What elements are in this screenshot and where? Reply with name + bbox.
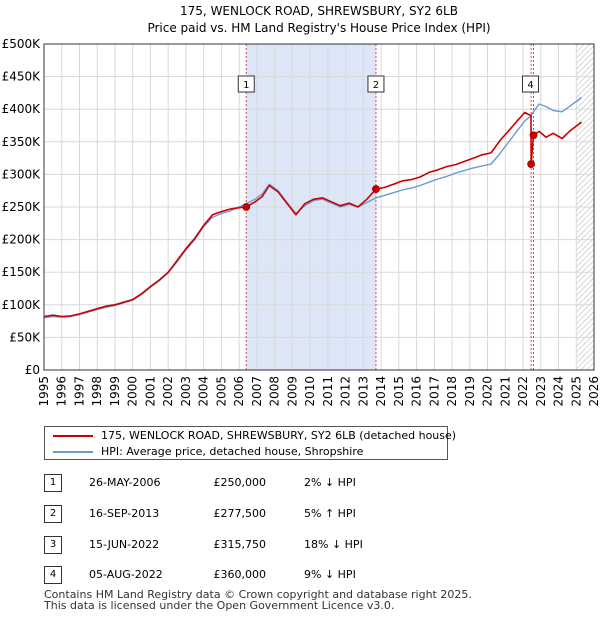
x-axis: 1995 1996 1997 1998 1999 2000 2001 2002 2003 2004…	[37, 376, 600, 407]
sale-number-badge: 2	[44, 505, 62, 523]
y-tick-label: £150K	[2, 265, 42, 279]
sale-number-badge: 1	[44, 474, 62, 492]
chart-subtitle: Price paid vs. HM Land Registry's House …	[147, 21, 490, 35]
x-tick-label: 2015	[392, 376, 406, 407]
x-tick-label: 2007	[250, 376, 264, 407]
sale-hpi-diff: 9% ↓ HPI	[304, 568, 356, 581]
x-tick-label: 2023	[534, 376, 548, 407]
sale-price: £277,500	[213, 507, 267, 520]
grid-lines	[43, 43, 595, 371]
x-tick-label: 1996	[55, 376, 69, 407]
y-tick-label: £450K	[2, 70, 42, 84]
sale-marker-label: 4	[527, 80, 533, 91]
x-tick-label: 1999	[108, 376, 122, 407]
chart-title: 175, WENLOCK ROAD, SHREWSBURY, SY2 6LB	[180, 4, 458, 18]
x-tick-label: 2003	[179, 376, 193, 407]
x-tick-label: 2018	[445, 376, 459, 407]
legend-item-property: 175, WENLOCK ROAD, SHREWSBURY, SY2 6LB (…	[53, 428, 456, 444]
sale-date: 15-JUN-2022	[89, 538, 160, 551]
x-tick-label: 2026	[587, 376, 600, 407]
legend-property-swatch	[53, 435, 93, 437]
x-tick-label: 2006	[232, 376, 246, 407]
sale-markers: 1 2 4	[237, 44, 539, 370]
y-tick-label: £300K	[2, 167, 42, 181]
sale-number-badge: 4	[44, 566, 62, 584]
x-tick-label: 2004	[197, 376, 211, 407]
sale-number-badge: 3	[44, 536, 62, 554]
sale-marker-label: 2	[373, 80, 379, 91]
legend-hpi-label: HPI: Average price, detached house, Shro…	[101, 445, 364, 458]
sale-date: 05-AUG-2022	[89, 568, 163, 581]
sale-price: £360,000	[213, 568, 267, 581]
price-chart: 175, WENLOCK ROAD, SHREWSBURY, SY2 6LB P…	[2, 4, 600, 407]
x-tick-label: 2011	[321, 376, 335, 407]
x-tick-label: 2002	[161, 376, 175, 407]
sale-marker-box	[367, 75, 385, 93]
sale-hpi-diff: 18% ↓ HPI	[304, 538, 363, 551]
sale-hpi-diff: 2% ↓ HPI	[304, 476, 356, 489]
x-tick-label: 1995	[37, 376, 51, 407]
series-lines	[44, 96, 583, 319]
y-tick-label: £250K	[2, 200, 42, 214]
y-tick-label: £100K	[2, 298, 42, 312]
x-tick-label: 2012	[339, 376, 353, 407]
sale-hpi-diff: 5% ↑ HPI	[304, 507, 356, 520]
sale-marker-label: 1	[243, 80, 249, 91]
x-tick-label: 2022	[516, 376, 530, 407]
x-tick-label: 2005	[214, 376, 228, 407]
x-tick-label: 2013	[356, 376, 370, 407]
footer-attribution: Contains HM Land Registry data © Crown c…	[44, 589, 472, 611]
y-tick-label: £200K	[2, 233, 42, 247]
y-tick-label: £350K	[2, 135, 42, 149]
y-axis: £0 £50K £100K £150K £200K £250K £300K £350K £400…	[2, 37, 42, 377]
x-tick-label: 2020	[481, 376, 495, 407]
x-tick-label: 1997	[72, 376, 86, 407]
x-tick-label: 2017	[427, 376, 441, 407]
x-tick-label: 2001	[143, 376, 157, 407]
legend-property-label: 175, WENLOCK ROAD, SHREWSBURY, SY2 6LB (…	[101, 429, 457, 442]
plot-frame	[43, 43, 595, 371]
footer-line-1: Contains HM Land Registry data © Crown c…	[44, 588, 472, 601]
legend-item-hpi: HPI: Average price, detached house, Shro…	[53, 444, 363, 460]
x-tick-label: 2024	[552, 376, 566, 407]
x-tick-label: 2000	[126, 376, 140, 407]
sale-point	[242, 203, 251, 211]
x-tick-label: 2016	[410, 376, 424, 407]
x-tick-label: 2014	[374, 376, 388, 407]
footer-line-2: This data is licensed under the Open Gov…	[44, 599, 395, 612]
y-tick-label: £0	[25, 363, 40, 377]
y-tick-label: £400K	[2, 102, 42, 116]
sale-points	[242, 131, 538, 211]
legend: 175, WENLOCK ROAD, SHREWSBURY, SY2 6LB (…	[44, 426, 456, 460]
x-tick-label: 2008	[268, 376, 282, 407]
sale-date: 16-SEP-2013	[89, 507, 160, 520]
x-tick-label: 1998	[90, 376, 104, 407]
sale-date: 26-MAY-2006	[89, 476, 161, 489]
property-price-line	[44, 111, 583, 318]
sale-marker-box	[237, 75, 255, 93]
x-tick-label: 2019	[463, 376, 477, 407]
x-tick-label: 2010	[303, 376, 317, 407]
sale-point	[527, 160, 536, 169]
x-tick-label: 2021	[498, 376, 512, 407]
sale-point	[529, 131, 538, 140]
sale-price: £315,750	[213, 538, 267, 551]
sale-point	[372, 185, 380, 193]
sale-marker-box	[522, 75, 539, 93]
y-tick-label: £500K	[2, 37, 42, 51]
x-tick-label: 2009	[285, 376, 299, 407]
sale-price: £250,000	[213, 476, 267, 489]
x-tick-label: 2025	[569, 376, 583, 407]
y-tick-label: £50K	[9, 330, 41, 344]
legend-hpi-swatch	[53, 451, 93, 453]
